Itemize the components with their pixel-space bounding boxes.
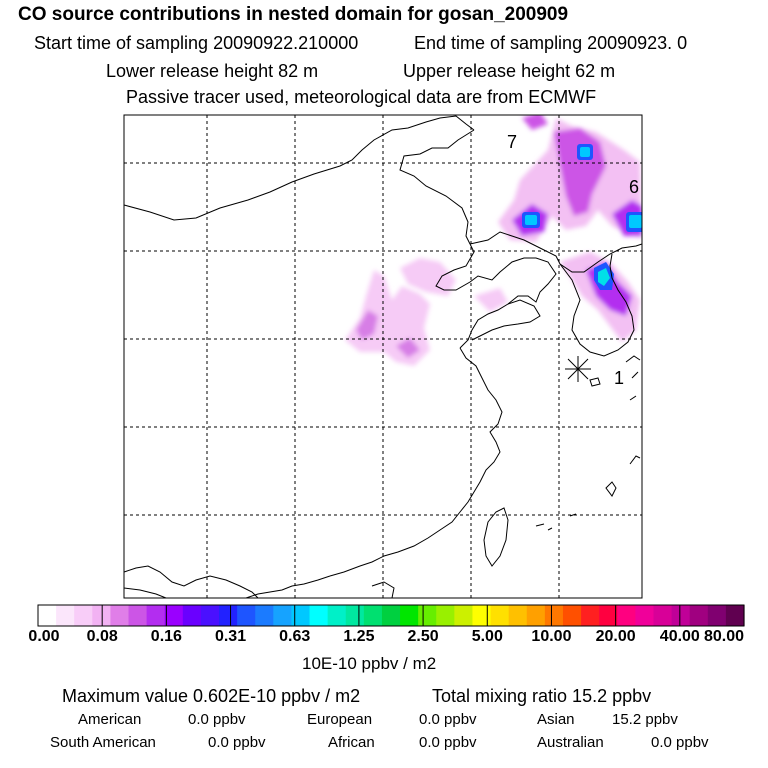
lower-release-height-label: Lower release height 82 m: [106, 61, 319, 81]
colorbar-tick-label: 5.00: [471, 628, 503, 645]
colorbar-cell: [146, 605, 166, 626]
colorbar-cell: [309, 605, 329, 626]
colorbar-cell: [327, 605, 347, 626]
colorbar-tick-label: 2.50: [407, 628, 439, 645]
african-value: 0.0 ppbv: [419, 734, 477, 751]
colorbar-cell: [544, 605, 564, 626]
african-label: African: [328, 734, 375, 751]
colorbar-tick-label: 0.63: [279, 628, 311, 645]
colorbar-cell: [56, 605, 75, 626]
colorbar-cell: [291, 605, 311, 626]
tracer-note: Passive tracer used, meteorological data…: [126, 87, 597, 107]
colorbar-tick-label: 10.00: [531, 628, 572, 645]
map-frame: [123, 114, 643, 599]
colorbar-cell: [653, 605, 673, 626]
upper-release-height-label: Upper release height 62 m: [403, 61, 616, 81]
american-value: 0.0 ppbv: [188, 711, 246, 728]
south-american-label: South American: [50, 734, 156, 751]
colorbar-cell: [599, 605, 618, 626]
concentration-field: [345, 115, 642, 366]
european-value: 0.0 ppbv: [419, 711, 477, 728]
marker-label-7: 7: [507, 132, 517, 152]
colorbar-cell: [671, 605, 691, 626]
european-label: European: [307, 711, 373, 728]
marker-label-6: 6: [629, 177, 639, 197]
colorbar-tick-label: 0.16: [150, 628, 182, 645]
start-time-label: Start time of sampling 20090922.210000: [34, 33, 359, 53]
colorbar-cell: [164, 605, 184, 626]
asian-label: Asian: [537, 711, 575, 728]
marker-label-1: 1: [614, 368, 624, 388]
colorbar-tick-label: 0.31: [214, 628, 247, 645]
release-site-marker: [565, 356, 591, 382]
colorbar-cell: [200, 605, 220, 626]
colorbar-cell: [219, 605, 238, 626]
colorbar-tick-label: 0.00: [28, 628, 60, 645]
colorbar-tick-label: 0.08: [86, 628, 118, 645]
colorbar-cell: [255, 605, 274, 626]
colorbar-cell: [273, 605, 293, 626]
colorbar-frame: [37, 604, 745, 627]
end-time-label: End time of sampling 20090923. 0: [414, 33, 688, 53]
colorbar-cell: [237, 605, 256, 626]
colorbar-cell: [689, 605, 709, 626]
colorbar-cell: [418, 605, 437, 626]
colorbar-tick-label: 20.00: [595, 628, 636, 645]
colorbar-cell: [436, 605, 455, 626]
colorbar-cell: [128, 605, 148, 626]
total-mixing-ratio-label: Total mixing ratio 15.2 ppbv: [432, 686, 652, 706]
colorbar-cell: [363, 605, 383, 626]
colorbar-cell: [345, 605, 365, 626]
colorbar-cell: [92, 605, 112, 626]
colorbar-cell: [707, 605, 727, 626]
colorbar-unit-label: 10E-10 ppbv / m2: [302, 654, 437, 673]
american-label: American: [78, 711, 142, 728]
colorbar-cell: [635, 605, 655, 626]
colorbar-cell: [381, 605, 401, 626]
asian-value: 15.2 ppbv: [612, 711, 678, 728]
colorbar-cell: [617, 605, 636, 626]
colorbar-cell: [562, 605, 582, 626]
colorbar-cell: [508, 605, 528, 626]
colorbar-cell: [110, 605, 130, 626]
colorbar-cell: [74, 605, 93, 626]
australian-label: Australian: [537, 734, 604, 751]
graticule: [124, 115, 642, 598]
colorbar-cell: [182, 605, 202, 626]
australian-value: 0.0 ppbv: [651, 734, 709, 751]
plot-title: CO source contributions in nested domain…: [18, 4, 569, 25]
colorbar-cell: [454, 605, 474, 626]
max-value-label: Maximum value 0.602E-10 ppbv / m2: [62, 686, 361, 706]
colorbar-cell: [472, 605, 492, 626]
colorbar-tick-label: 40.00: [659, 628, 700, 645]
colorbar-cell: [400, 605, 419, 626]
colorbar-tick-label: 1.25: [343, 628, 375, 645]
south-american-value: 0.0 ppbv: [208, 734, 266, 751]
colorbar-cell: [526, 605, 546, 626]
colorbar-tick-label: 80.00: [703, 628, 745, 645]
colorbar-cell: [725, 605, 745, 626]
colorbar-cell: [38, 605, 57, 626]
colorbar-cell: [490, 605, 510, 626]
colorbar-cell: [581, 605, 600, 626]
